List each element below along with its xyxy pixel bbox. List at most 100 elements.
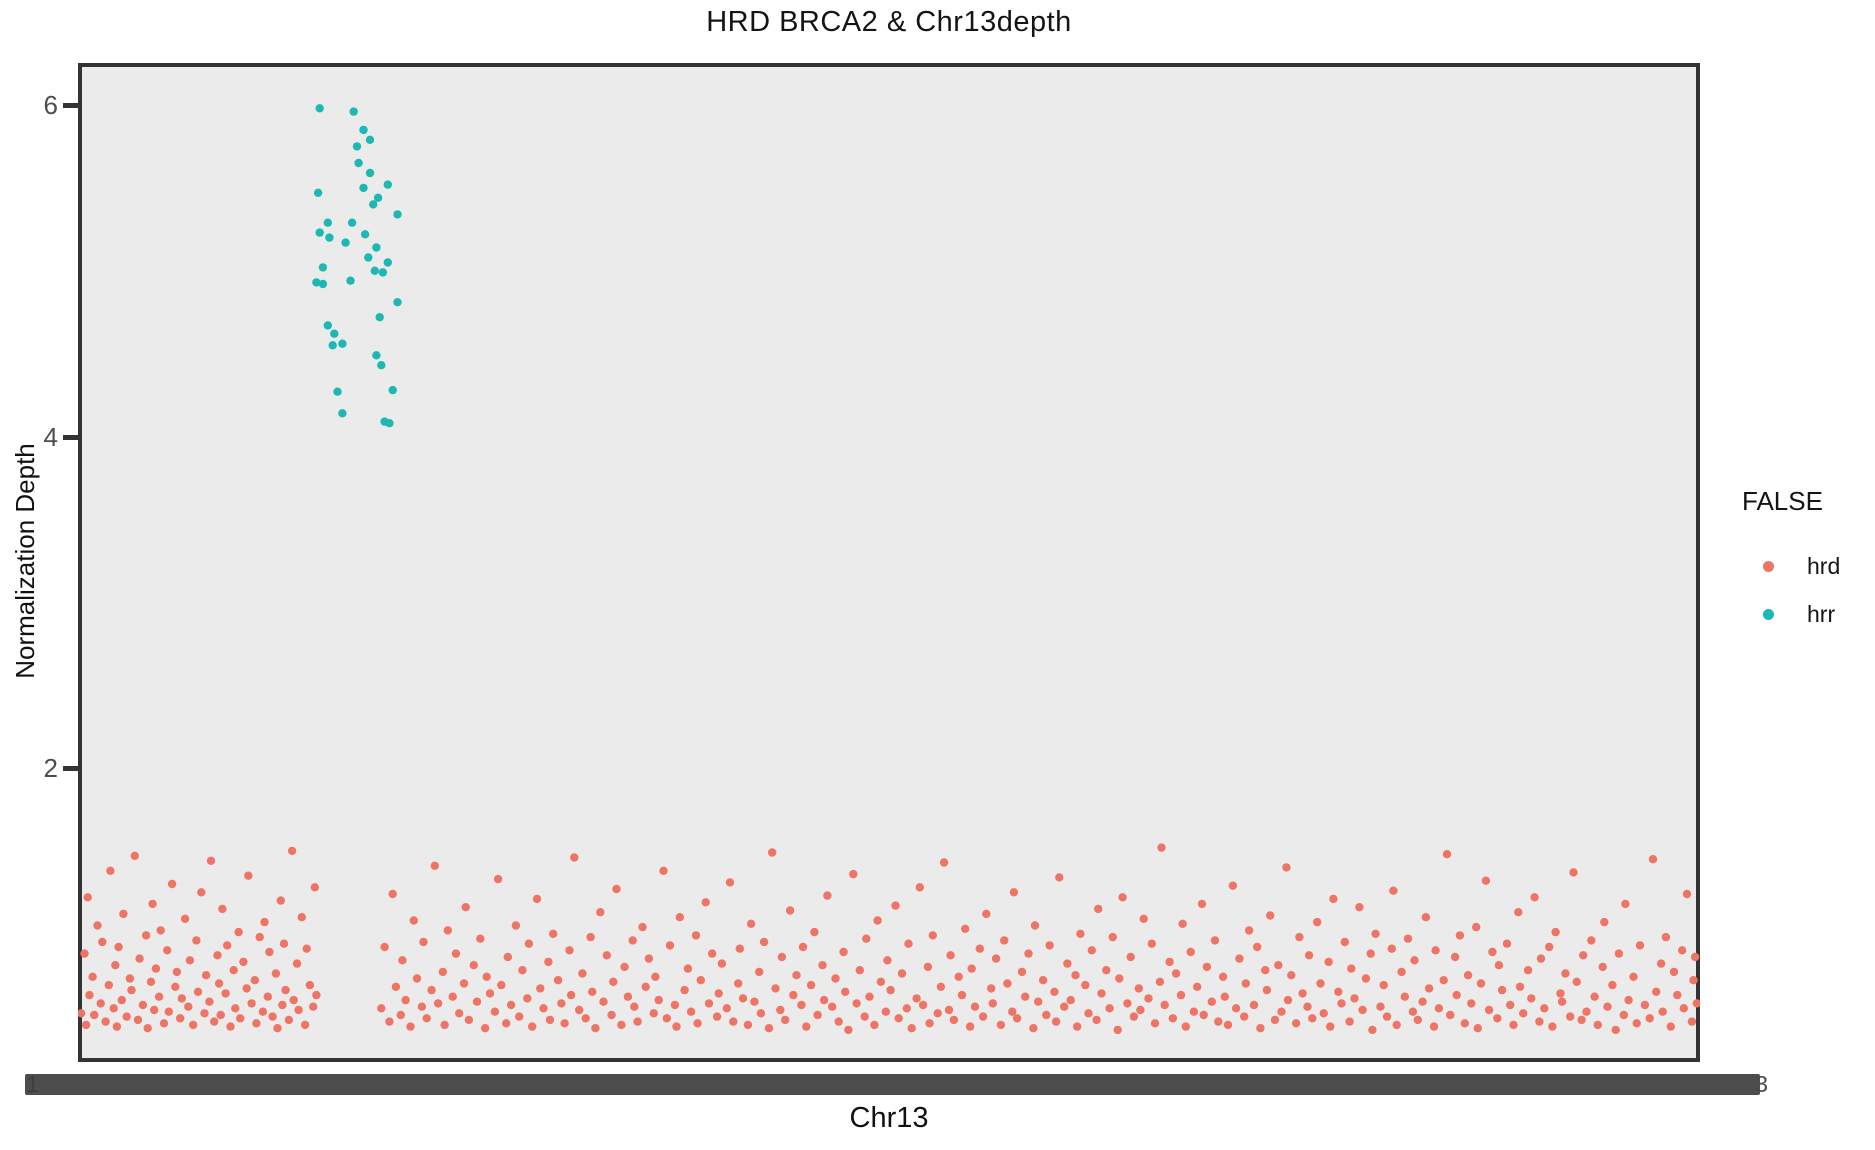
data-point-hrd [1502,939,1512,948]
data-point-hrd [865,992,874,1001]
data-point-hrd [553,976,563,985]
data-point-hrd [258,1007,268,1016]
data-point-hrd [1640,1000,1650,1010]
data-point-hrr [393,210,402,219]
data-point-hrd [1669,967,1679,977]
data-point-hrd [1635,941,1645,950]
data-point-hrd [524,939,534,948]
data-point-hrd [750,997,759,1006]
data-point-hrr [330,329,339,338]
data-point-hrd [80,949,89,958]
data-point-hrd [696,976,705,985]
data-point-hrd [1178,919,1187,928]
data-point-hrd [734,979,743,988]
data-point-hrd [294,1005,303,1015]
data-point-hrd [244,871,253,880]
data-point-hrd [1241,979,1251,988]
data-point-hrd [265,947,274,957]
data-point-hrd [570,853,579,862]
data-point-hrd [982,909,991,919]
data-point-hrd [1029,1024,1038,1033]
data-point-hrd [1181,1022,1191,1031]
data-point-hrd [1408,1007,1418,1016]
data-point-hrd [515,1012,524,1021]
data-point-hrd [991,954,1001,963]
data-point-hrd [163,946,172,955]
data-point-hrd [104,980,113,990]
data-point-hrd [485,989,495,998]
data-point-hrd [599,997,608,1006]
data-point-hrd [1295,932,1304,942]
data-point-hrd [1463,971,1473,980]
data-point-hrr [377,361,386,370]
data-point-hrd [1021,992,1030,1001]
data-point-hrd [1600,917,1609,927]
data-point-hrd [1337,999,1346,1008]
data-point-hrd [433,999,443,1008]
data-point-hrd [252,1019,261,1028]
data-point-hrd [771,984,780,993]
data-point-hrd [735,944,744,953]
data-point-hrd [1452,990,1461,1000]
data-point-hrd [1355,903,1364,912]
data-point-hrd [469,961,478,970]
data-point-hrd [1551,927,1560,937]
data-point-hrd [1488,947,1497,957]
data-point-hrd [406,1022,415,1031]
data-point-hrd [1556,989,1565,998]
data-point-hrd [894,1014,903,1023]
data-point-hrd [834,1017,843,1026]
data-point-hrd [1473,1024,1483,1033]
data-point-hrd [729,1017,738,1026]
data-point-hrd [472,997,482,1006]
data-point-hrd [1410,956,1419,965]
data-point-hrd [659,866,668,875]
data-point-hrd [1283,995,1293,1005]
data-point-hrd [518,966,527,975]
data-point-hrr [323,321,332,330]
data-point-hrd [1165,957,1174,967]
data-point-hrd [904,939,913,948]
data-point-hrd [802,1022,811,1031]
data-point-hrd [1530,893,1539,902]
data-point-hrd [300,1020,310,1030]
data-point-hrd [717,959,727,968]
data-point-hrd [912,994,921,1003]
data-point-hrd [385,1017,394,1026]
data-point-hrd [768,848,777,857]
data-point-hrd [133,1015,143,1025]
data-point-hrd [210,1017,219,1026]
data-point-hrd [1329,894,1338,904]
data-point-hrd [281,985,290,995]
data-point-hrd [1361,974,1371,983]
data-point-hrd [1527,994,1536,1003]
data-point-hrd [644,954,654,963]
data-point-hrd [686,1007,696,1016]
data-point-hrd [944,1005,954,1015]
data-point-hrd [886,985,895,995]
data-point-hrd [159,1019,169,1028]
data-point-hrd [870,1020,879,1030]
data-point-hrd [818,961,827,970]
data-point-hrd [1092,1015,1101,1025]
data-point-hrd [532,894,542,904]
data-point-hrd [1572,977,1581,986]
data-point-hrd [1358,1005,1367,1015]
data-point-hrd [1249,1000,1259,1010]
data-point-hrd [1345,1017,1354,1026]
data-point-hrd [1587,936,1596,945]
data-point-hrd [620,962,629,972]
data-point-hrd [388,889,397,899]
data-point-hrd [792,971,801,980]
data-point-hrd [1262,985,1272,995]
data-point-hrd [398,956,407,965]
data-point-hrd [1579,951,1588,960]
data-point-hrr [318,263,328,272]
data-point-hrd [292,959,302,968]
data-point-hrd [276,896,285,905]
data-point-hrd [189,1020,198,1030]
data-point-hrd [683,964,693,973]
data-point-hrd [1566,1012,1575,1021]
data-point-hrd [268,1012,277,1021]
hrr-point-icon [1763,608,1774,620]
